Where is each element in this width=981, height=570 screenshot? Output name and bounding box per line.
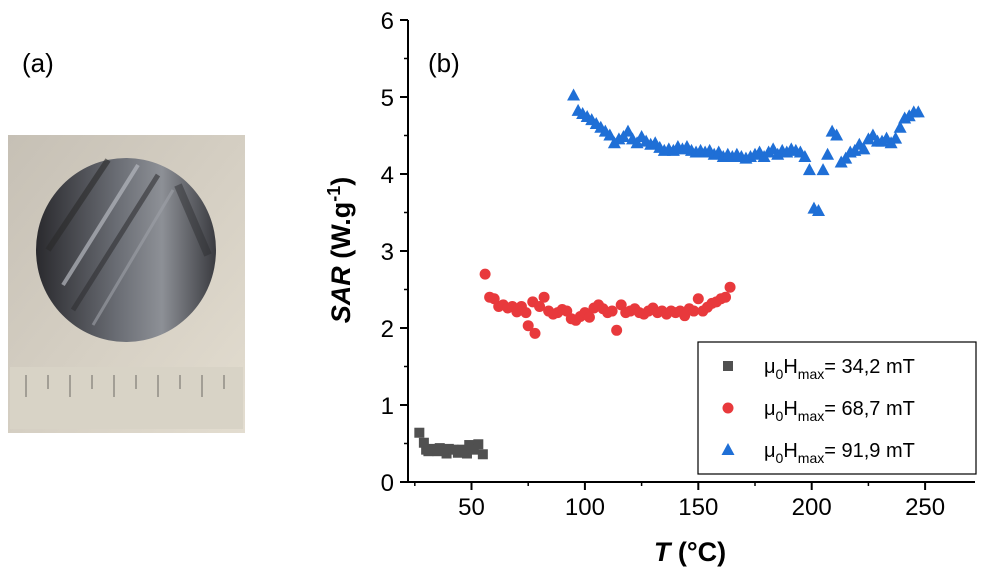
- data-point-square: [461, 448, 472, 459]
- data-point-square: [414, 427, 425, 438]
- y-tick-label: 4: [381, 162, 394, 189]
- legend-entry-label: μ0Hmax= 34,2 mT: [764, 356, 915, 382]
- data-point-triangle: [603, 128, 617, 141]
- y-tick-label: 3: [381, 239, 394, 266]
- panel-b-label: (b): [428, 48, 460, 78]
- data-point-triangle: [889, 131, 903, 144]
- sample-disc-photo: [8, 135, 245, 433]
- x-tick-label: 50: [458, 494, 485, 521]
- panel-a-label: (a): [22, 48, 54, 78]
- y-tick-label: 0: [381, 470, 394, 497]
- data-point-triangle: [812, 203, 826, 216]
- data-point-square: [468, 444, 479, 455]
- y-tick-label: 2: [381, 316, 394, 343]
- data-point-triangle: [567, 88, 581, 101]
- legend-marker-triangle: [721, 443, 735, 455]
- data-point-circle: [611, 324, 623, 336]
- legend-box: [697, 341, 977, 475]
- y-axis-title: SAR (W.g-1): [324, 177, 356, 324]
- data-point-circle: [688, 305, 700, 317]
- x-axis-title: T (°C): [654, 537, 726, 567]
- data-point-triangle: [830, 128, 844, 141]
- legend-entry-label: μ0Hmax= 91,9 mT: [764, 440, 915, 466]
- legend-marker-circle: [722, 402, 734, 414]
- data-point-circle: [520, 307, 532, 319]
- data-point-circle: [538, 291, 550, 303]
- x-tick-label: 150: [678, 494, 718, 521]
- data-point-triangle: [630, 136, 644, 149]
- axis-ticks: 0 1 2 3 4 5 6 50 100 150 200 250: [381, 8, 945, 521]
- data-point-circle: [479, 268, 491, 280]
- y-tick-label: 5: [381, 85, 394, 112]
- x-tick-label: 200: [792, 494, 832, 521]
- data-point-triangle: [816, 163, 830, 176]
- data-point-circle: [534, 300, 546, 312]
- data-point-circle: [529, 327, 541, 339]
- data-point-square: [418, 437, 429, 448]
- data-point-triangle: [848, 143, 862, 156]
- data-point-square: [473, 439, 484, 450]
- data-point-triangle: [821, 147, 835, 160]
- data-point-triangle: [798, 150, 812, 163]
- x-tick-label: 250: [905, 494, 945, 521]
- data-point-triangle: [911, 105, 925, 118]
- data-point-circle: [583, 311, 595, 323]
- data-point-circle: [606, 305, 618, 317]
- data-point-circle: [522, 320, 534, 332]
- y-tick-label: 6: [381, 8, 394, 35]
- data-point-triangle: [857, 142, 871, 155]
- data-points: [414, 88, 925, 460]
- data-point-circle: [724, 281, 736, 293]
- y-tick-label: 1: [381, 393, 394, 420]
- data-point-circle: [720, 291, 732, 303]
- data-point-triangle: [893, 120, 907, 133]
- legend: μ0Hmax= 34,2 mT μ0Hmax= 68,7 mT μ0Hmax= 91…: [697, 341, 977, 475]
- data-point-circle: [692, 293, 704, 305]
- data-point-triangle: [621, 124, 635, 137]
- data-point-triangle: [839, 151, 853, 164]
- legend-entry-label: μ0Hmax= 68,7 mT: [764, 398, 915, 424]
- x-tick-label: 100: [565, 494, 605, 521]
- data-point-triangle: [802, 163, 816, 176]
- legend-marker-square: [723, 361, 733, 371]
- data-point-square: [477, 449, 488, 460]
